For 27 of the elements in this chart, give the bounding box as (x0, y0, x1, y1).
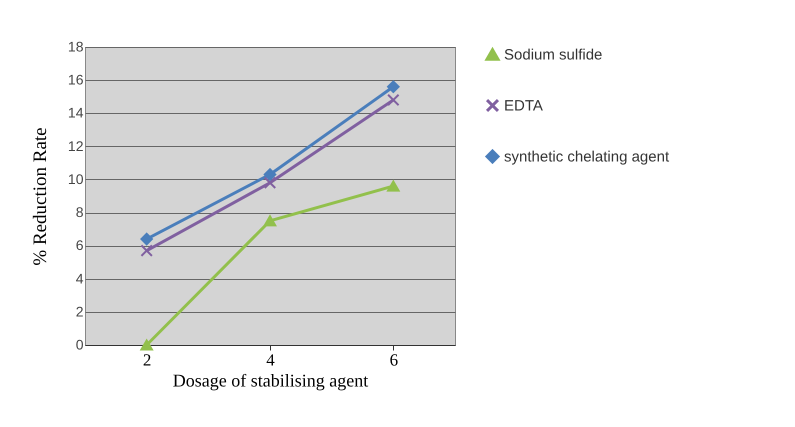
y-tick-label: 2 (76, 303, 84, 320)
y-tick-label: 6 (76, 237, 84, 254)
point (140, 244, 153, 257)
legend-label: Sodium sulfide (504, 46, 602, 64)
y-tick-label: 18 (68, 38, 84, 54)
point (387, 80, 400, 93)
point (140, 232, 153, 246)
point (387, 94, 400, 106)
x-tick-label: 4 (266, 350, 276, 370)
y-tick-label: 4 (76, 270, 84, 286)
legend-label: EDTA (504, 98, 543, 114)
x-tick-label: 6 (390, 350, 398, 370)
point (387, 180, 400, 192)
x-axis-title: Dosage of stabilising agent (172, 370, 368, 390)
point (140, 339, 153, 351)
y-tick-label: 10 (68, 170, 84, 187)
point (264, 168, 276, 181)
y-tick-label: 16 (68, 72, 84, 88)
y-tick-label: 0 (76, 336, 84, 352)
y-tick-label: 14 (68, 104, 84, 121)
legend-label: synthetic chelating agent (504, 148, 670, 166)
x-tick-label: 2 (142, 350, 152, 370)
y-tick-label: 12 (68, 138, 84, 154)
point (264, 215, 276, 226)
y-tick-label: 8 (76, 204, 84, 220)
y-axis-title: % Reduction Rate (30, 127, 51, 266)
point (264, 176, 276, 189)
